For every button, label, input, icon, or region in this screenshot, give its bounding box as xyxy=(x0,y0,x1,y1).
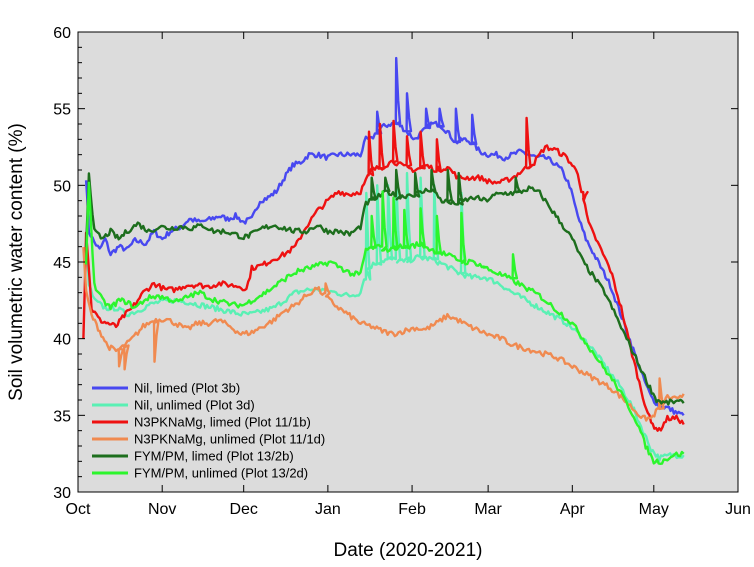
x-tick-label-feb: Feb xyxy=(398,501,426,518)
x-tick-label-oct: Oct xyxy=(66,501,91,518)
x-axis-title: Date (2020-2021) xyxy=(334,540,483,561)
x-tick-label-jun: Jun xyxy=(725,501,751,518)
legend: Nil, limed (Plot 3b) Nil, unlimed (Plot 3… xyxy=(92,381,325,481)
series-line-2 xyxy=(84,171,685,462)
y-tick-label-2: 40 xyxy=(53,332,71,349)
x-axis: Oct Nov Dec Jan Feb Mar Apr May Jun xyxy=(66,32,751,518)
legend-label-6: FYM/PM, unlimed (Plot 13/2d) xyxy=(134,466,308,481)
y-tick-label-5: 55 xyxy=(53,102,71,119)
series-line-5 xyxy=(84,168,685,406)
x-tick-label-may: May xyxy=(639,501,669,518)
x-tick-label-mar: Mar xyxy=(474,501,502,518)
series-line-4 xyxy=(82,247,685,422)
y-tick-label-0: 30 xyxy=(53,485,71,502)
y-tick-label-6: 60 xyxy=(53,25,71,42)
series-layer xyxy=(82,56,685,465)
legend-label-2: Nil, unlimed (Plot 3d) xyxy=(134,398,255,413)
y-tick-label-1: 35 xyxy=(53,408,71,425)
legend-label-5: FYM/PM, limed (Plot 13/2b) xyxy=(134,449,294,464)
series-line-3 xyxy=(82,116,685,432)
y-tick-label-4: 50 xyxy=(53,178,71,195)
y-axis: 30 35 40 45 50 55 60 xyxy=(53,25,738,502)
legend-label-1: Nil, limed (Plot 3b) xyxy=(134,381,240,396)
x-tick-label-nov: Nov xyxy=(148,501,176,518)
series-line-6 xyxy=(84,181,685,465)
y-tick-label-3: 45 xyxy=(53,255,71,272)
x-tick-label-apr: Apr xyxy=(560,501,586,518)
x-tick-label-jan: Jan xyxy=(315,501,341,518)
y-axis-title: Soil volumetric water content (%) xyxy=(6,123,27,401)
x-tick-label-dec: Dec xyxy=(229,501,257,518)
legend-label-4: N3PKNaMg, unlimed (Plot 11/1d) xyxy=(134,432,325,447)
legend-label-3: N3PKNaMg, limed (Plot 11/1b) xyxy=(134,415,311,430)
series-line-1 xyxy=(84,56,685,417)
